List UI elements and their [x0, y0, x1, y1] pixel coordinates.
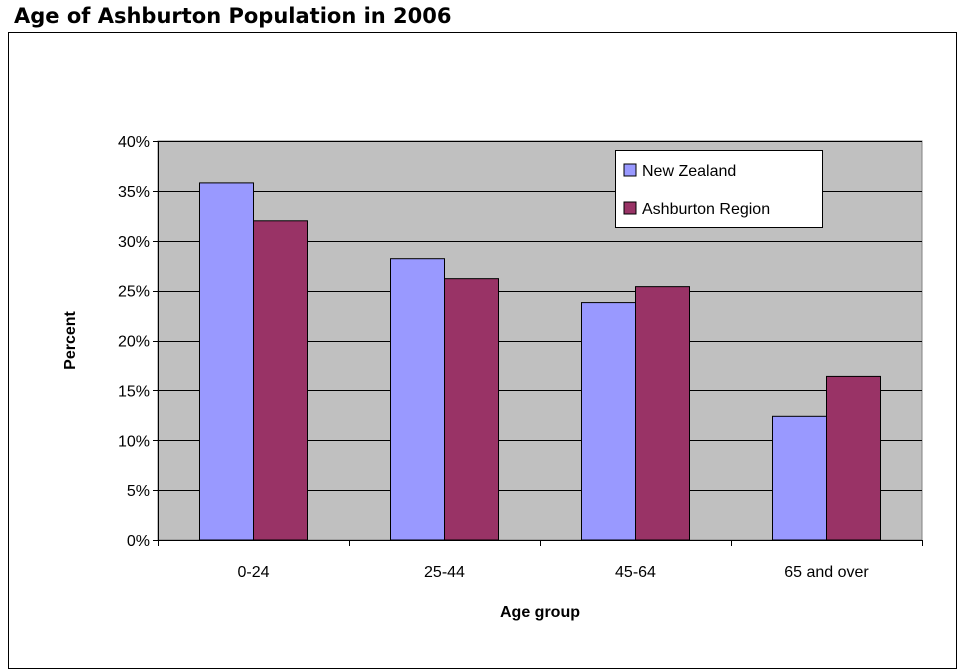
y-tick-label: 0%: [127, 533, 150, 550]
axes: [153, 141, 923, 546]
bars: [199, 182, 881, 541]
y-tick-label: 35%: [118, 184, 150, 201]
bar-new-zealand-0-24: [199, 182, 254, 541]
y-tick-labels: 0% 5% 10% 15% 20% 25% 30% 35% 40%: [118, 134, 150, 550]
x-tick-labels: 0-24 25-44 45-64 65 and over: [237, 564, 869, 581]
bar-ashburton-region-0-24: [253, 220, 308, 541]
x-tick-label: 65 and over: [784, 564, 869, 581]
x-tick-label: 45-64: [615, 564, 656, 581]
y-tick-label: 10%: [118, 433, 150, 450]
bar-ashburton-region-25-44: [444, 278, 499, 541]
bar-new-zealand-65-and-over: [772, 415, 827, 541]
x-tick-label: 25-44: [424, 564, 465, 581]
legend-swatch-new-zealand: [623, 163, 637, 177]
legend-box: [615, 150, 823, 228]
y-tick-label: 15%: [118, 383, 150, 400]
y-tick-label: 25%: [118, 284, 150, 301]
y-tick-label: 30%: [118, 234, 150, 251]
x-axis-title: Age group: [500, 604, 580, 621]
legend: New Zealand Ashburton Region: [615, 150, 823, 228]
legend-swatch-ashburton-region: [623, 201, 637, 215]
y-tick-label: 40%: [118, 134, 150, 151]
bar-new-zealand-25-44: [390, 258, 445, 541]
legend-label-ashburton-region: Ashburton Region: [642, 201, 770, 218]
bar-new-zealand-45-64: [581, 302, 636, 541]
bar-ashburton-region-65-and-over: [826, 375, 881, 541]
chart-title: Age of Ashburton Population in 2006: [14, 4, 452, 28]
y-axis-title: Percent: [62, 310, 79, 369]
x-tick-label: 0-24: [237, 564, 269, 581]
bar-ashburton-region-45-64: [635, 286, 690, 541]
y-tick-label: 20%: [118, 334, 150, 351]
legend-label-new-zealand: New Zealand: [642, 163, 736, 180]
y-tick-label: 5%: [127, 483, 150, 500]
